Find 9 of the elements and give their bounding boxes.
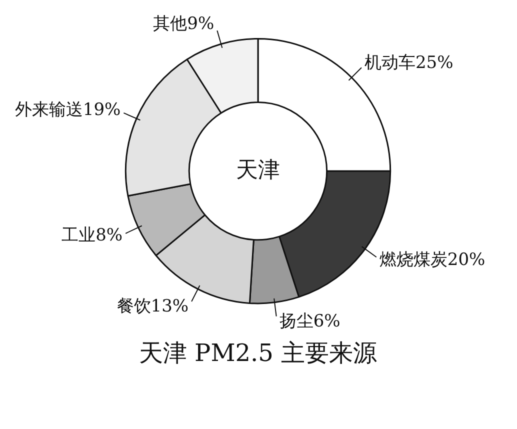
text: 天津 PM2.5 主要来源 (138, 338, 378, 367)
slice-label: 燃烧煤炭20% (379, 250, 486, 270)
slice-label: 扬尘6% (279, 312, 340, 332)
text: 天津 (236, 158, 280, 183)
slice-label: 外来输送19% (14, 100, 121, 120)
slice-label: 其他9% (153, 14, 214, 34)
slice-label: 餐饮13% (116, 296, 189, 316)
slice-label: 工业8% (62, 225, 123, 246)
slice-label: 机动车25% (364, 52, 454, 73)
